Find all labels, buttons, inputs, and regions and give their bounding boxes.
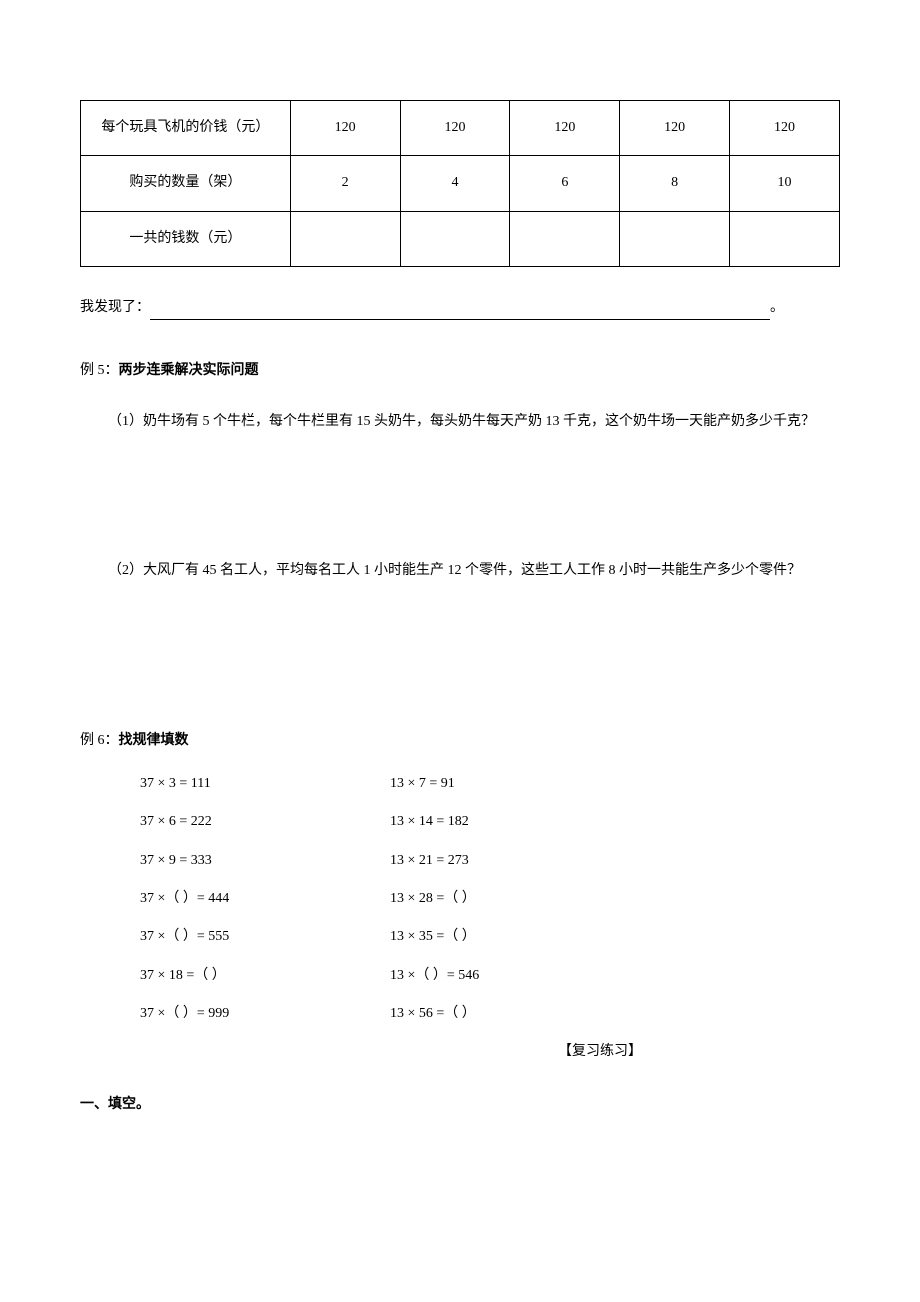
problem-1: （1）奶牛场有 5 个牛栏，每个牛栏里有 15 头奶牛，每头奶牛每天产奶 13 … xyxy=(80,402,840,441)
pattern-row: 37 ×（ ）= 999 13 × 56 =（ ） xyxy=(80,1003,840,1025)
cell: 8 xyxy=(620,156,730,211)
cell xyxy=(290,211,400,266)
pattern-left: 37 ×（ ）= 999 xyxy=(80,1003,390,1025)
pattern-row: 37 × 6 = 222 13 × 14 = 182 xyxy=(80,811,840,833)
cell: 120 xyxy=(730,101,840,156)
table-row: 购买的数量（架） 2 4 6 8 10 xyxy=(81,156,840,211)
example-6-title: 例 6：找规律填数 xyxy=(80,730,840,752)
cell: 4 xyxy=(400,156,510,211)
pattern-left: 37 ×（ ）= 555 xyxy=(80,926,390,948)
cell xyxy=(730,211,840,266)
discovery-prefix: 我发现了： xyxy=(80,300,150,315)
pattern-left: 37 ×（ ）= 444 xyxy=(80,888,390,910)
pattern-right: 13 × 56 =（ ） xyxy=(390,1003,476,1025)
pattern-row: 37 × 18 =（ ） 13 ×（ ）= 546 xyxy=(80,965,840,987)
pattern-right: 13 ×（ ）= 546 xyxy=(390,965,479,987)
cell: 120 xyxy=(510,101,620,156)
review-title: 【复习练习】 xyxy=(360,1041,840,1063)
example-5-title: 例 5：两步连乘解决实际问题 xyxy=(80,360,840,382)
cell: 2 xyxy=(290,156,400,211)
cell: 6 xyxy=(510,156,620,211)
problem-2: （2）大风厂有 45 名工人，平均每名工人 1 小时能生产 12 个零件，这些工… xyxy=(80,551,840,590)
example-title-text: 找规律填数 xyxy=(119,733,189,748)
pattern-right: 13 × 21 = 273 xyxy=(390,850,469,872)
cell xyxy=(620,211,730,266)
section-1-heading: 一、填空。 xyxy=(80,1094,840,1116)
pattern-row: 37 ×（ ）= 555 13 × 35 =（ ） xyxy=(80,926,840,948)
cell xyxy=(510,211,620,266)
example-prefix: 例 5： xyxy=(80,363,119,378)
price-table: 每个玩具飞机的价钱（元） 120 120 120 120 120 购买的数量（架… xyxy=(80,100,840,267)
cell: 120 xyxy=(400,101,510,156)
pattern-section: 37 × 3 = 111 13 × 7 = 91 37 × 6 = 222 13… xyxy=(80,773,840,1026)
pattern-right: 13 × 7 = 91 xyxy=(390,773,455,795)
cell xyxy=(400,211,510,266)
row-label: 每个玩具飞机的价钱（元） xyxy=(81,101,291,156)
row-label: 一共的钱数（元） xyxy=(81,211,291,266)
pattern-right: 13 × 14 = 182 xyxy=(390,811,469,833)
pattern-left: 37 × 9 = 333 xyxy=(80,850,390,872)
example-prefix: 例 6： xyxy=(80,733,119,748)
pattern-left: 37 × 3 = 111 xyxy=(80,773,390,795)
table-row: 一共的钱数（元） xyxy=(81,211,840,266)
cell: 10 xyxy=(730,156,840,211)
cell: 120 xyxy=(620,101,730,156)
table-row: 每个玩具飞机的价钱（元） 120 120 120 120 120 xyxy=(81,101,840,156)
row-label: 购买的数量（架） xyxy=(81,156,291,211)
pattern-row: 37 × 3 = 111 13 × 7 = 91 xyxy=(80,773,840,795)
pattern-row: 37 × 9 = 333 13 × 21 = 273 xyxy=(80,850,840,872)
pattern-left: 37 × 6 = 222 xyxy=(80,811,390,833)
cell: 120 xyxy=(290,101,400,156)
discovery-text: 我发现了： 。 xyxy=(80,297,840,319)
blank-line xyxy=(150,304,770,320)
pattern-right: 13 × 28 =（ ） xyxy=(390,888,476,910)
pattern-row: 37 ×（ ）= 444 13 × 28 =（ ） xyxy=(80,888,840,910)
pattern-left: 37 × 18 =（ ） xyxy=(80,965,390,987)
discovery-suffix: 。 xyxy=(770,300,784,315)
pattern-right: 13 × 35 =（ ） xyxy=(390,926,476,948)
example-title-text: 两步连乘解决实际问题 xyxy=(119,363,259,378)
